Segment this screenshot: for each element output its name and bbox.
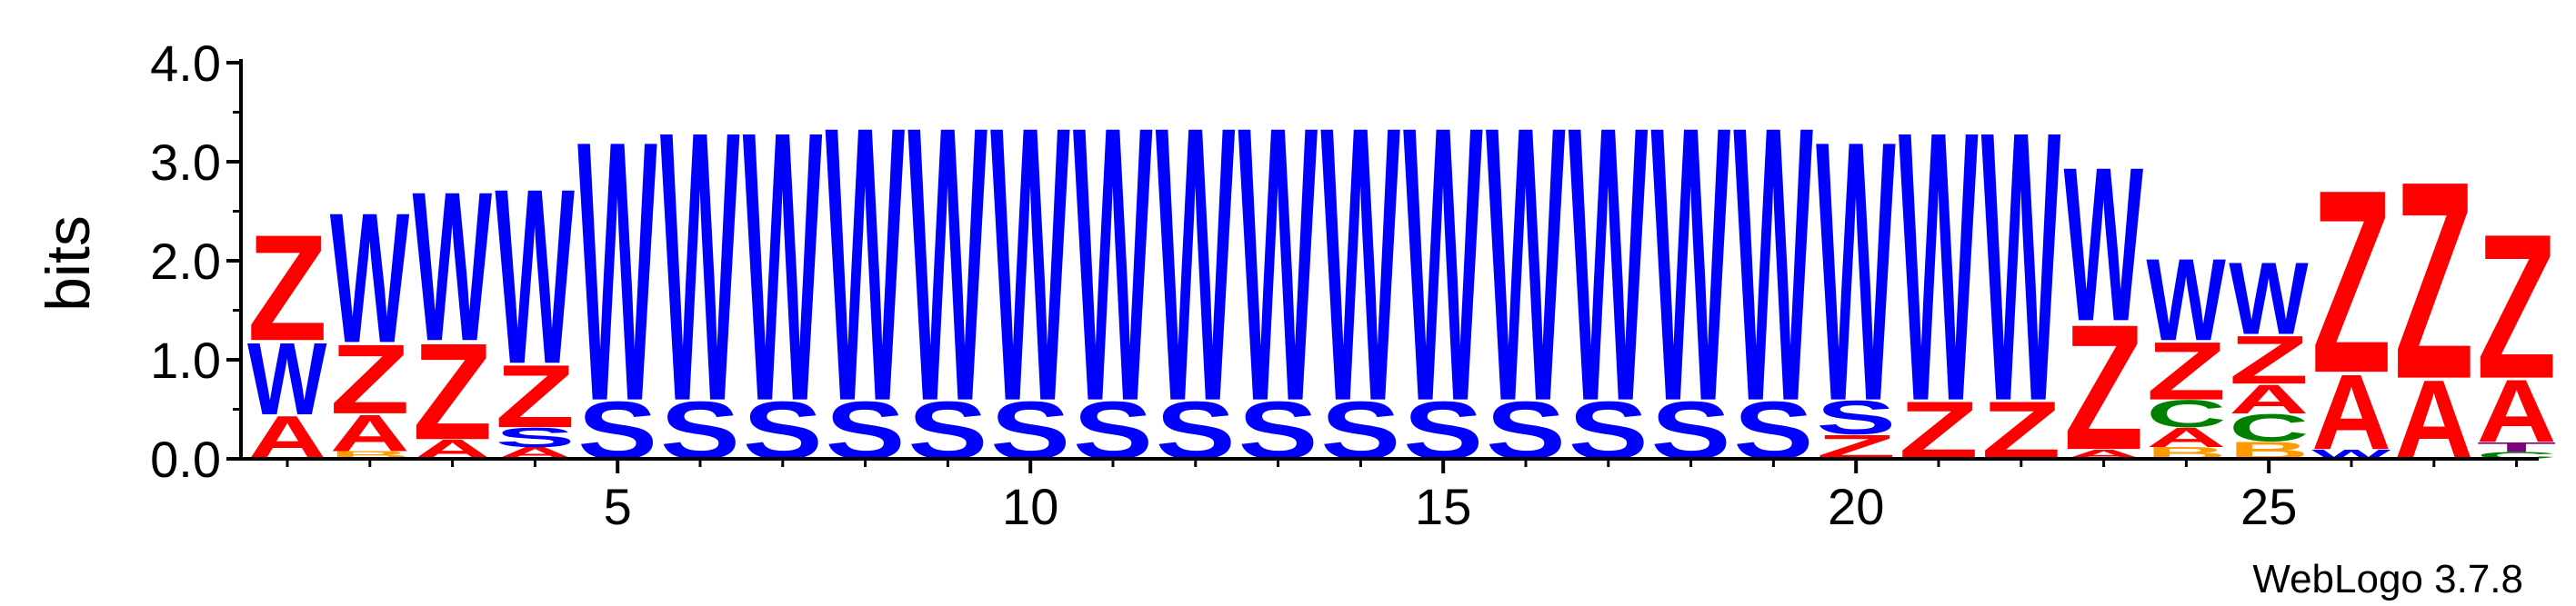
logo-letter-w-pos-7: W — [743, 52, 823, 482]
x-tick-label-20: 20 — [1828, 478, 1884, 535]
logo-letter-z-pos-2: Z — [330, 324, 410, 435]
logo-letter-w-pos-12: W — [1156, 46, 1236, 483]
logo-letter-w-pos-21: W — [1899, 52, 1979, 482]
logo-letter-w-pos-18: W — [1651, 46, 1731, 483]
logo-letter-w-pos-11: W — [1073, 46, 1153, 483]
logo-letter-w-pos-16: W — [1486, 46, 1566, 483]
logo-letter-w-pos-17: W — [1569, 46, 1649, 483]
logo-letter-z-pos-23: Z — [2064, 287, 2144, 487]
logo-letter-w-pos-10: W — [990, 46, 1070, 483]
y-axis-title: bits — [34, 215, 103, 312]
y-tick-label-4.0: 4.0 — [150, 35, 221, 92]
x-tick-label-25: 25 — [2240, 478, 2297, 535]
logo-letter-w-pos-22: W — [1981, 52, 2061, 482]
x-tick-label-10: 10 — [1002, 478, 1058, 535]
logo-letter-w-pos-4: W — [495, 136, 574, 416]
logo-letter-w-pos-24: W — [2146, 234, 2226, 364]
y-tick-label-1.0: 1.0 — [150, 332, 221, 389]
logo-letter-z-pos-4: Z — [495, 347, 575, 447]
logo-letter-w-pos-8: W — [826, 46, 906, 483]
logo-letter-z-pos-28: Z — [2477, 192, 2557, 422]
logo-letter-w-pos-23: W — [2064, 121, 2143, 367]
logo-letter-c-pos-28: C — [2477, 451, 2557, 462]
y-tick-label-0.0: 0.0 — [150, 431, 221, 488]
logo-letter-c-pos-25: C — [2229, 406, 2309, 449]
logo-letter-w-pos-6: W — [660, 52, 740, 482]
logo-letter-w-pos-19: W — [1733, 46, 1813, 483]
logo-letter-s-pos-4: S — [495, 422, 575, 453]
logo-letter-c-pos-24: C — [2146, 392, 2226, 435]
logo-letter-a-pos-26: A — [2311, 353, 2391, 472]
logo-letter-z-pos-24: Z — [2146, 324, 2226, 417]
logo-letter-w-pos-1: W — [247, 321, 327, 436]
logo-letter-w-pos-5: W — [577, 64, 657, 479]
logo-letter-z-pos-1: Z — [247, 203, 327, 372]
logo-letter-w-pos-25: W — [2229, 241, 2309, 356]
logo-letter-w-pos-2: W — [330, 174, 410, 382]
logo-letter-w-pos-13: W — [1238, 46, 1318, 483]
logo-letter-w-pos-14: W — [1320, 46, 1400, 483]
logo-letter-z-pos-3: Z — [413, 315, 493, 469]
x-tick-label-5: 5 — [604, 478, 632, 535]
logo-letter-a-pos-25: A — [2229, 376, 2309, 422]
logo-letter-w-pos-20: W — [1816, 64, 1896, 479]
logo-letter-w-pos-15: W — [1403, 46, 1483, 483]
y-tick-label-2.0: 2.0 — [150, 233, 221, 290]
logo-letter-w-pos-3: W — [413, 147, 493, 385]
weblogo-credit: WebLogo 3.7.8 — [2252, 557, 2523, 601]
axes: bits WebLogo 3.7.8 0.0 1.0 2.0 3.0 4.0 5 10 15 2… — [34, 35, 2539, 601]
logo-letter-w-pos-9: W — [907, 46, 987, 483]
logo-letter-a-pos-28: A — [2477, 363, 2557, 462]
y-tick-label-3.0: 3.0 — [150, 134, 221, 191]
x-tick-label-15: 15 — [1415, 478, 1471, 535]
logo-letter-z-pos-27: Z — [2394, 124, 2474, 438]
logo-letter-z-pos-25: Z — [2229, 322, 2309, 398]
logo-letter-a-pos-24: A — [2146, 422, 2226, 453]
logo-letter-s-pos-20: S — [1816, 391, 1896, 444]
logo-letter-a-pos-2: A — [330, 404, 410, 462]
logo-letter-z-pos-26: Z — [2311, 136, 2391, 428]
logo-letter-t-pos-28: T — [2477, 440, 2557, 455]
